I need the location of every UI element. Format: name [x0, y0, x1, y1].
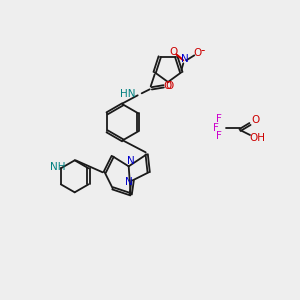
Text: O: O: [169, 47, 177, 57]
Text: F: F: [213, 123, 219, 133]
Text: O: O: [165, 81, 173, 91]
Text: HN: HN: [120, 89, 136, 99]
Text: N: N: [182, 54, 189, 64]
Text: OH: OH: [249, 133, 265, 143]
Text: F: F: [216, 131, 222, 141]
Text: N: N: [127, 156, 135, 166]
Text: NH: NH: [50, 162, 66, 172]
Text: -: -: [200, 44, 205, 57]
Text: O: O: [193, 48, 201, 58]
Text: O: O: [164, 81, 172, 91]
Text: N: N: [125, 177, 133, 187]
Text: O: O: [251, 115, 259, 125]
Text: F: F: [216, 114, 222, 124]
